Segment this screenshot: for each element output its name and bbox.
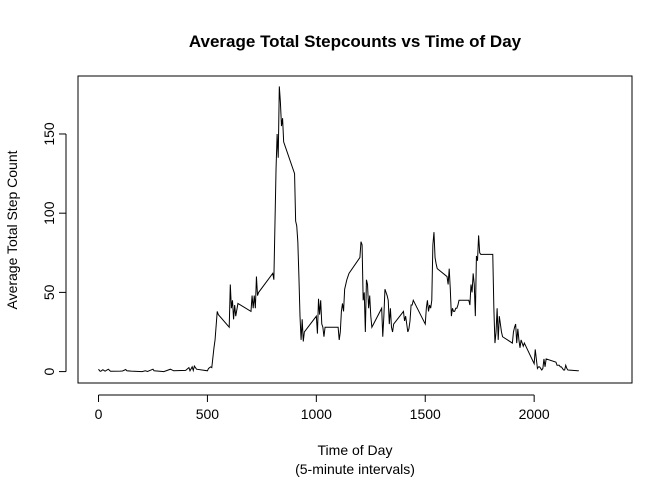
x-axis-label: (5-minute intervals) [295, 461, 415, 477]
chart-title: Average Total Stepcounts vs Time of Day [189, 32, 522, 51]
x-axis-label: Time of Day [318, 442, 393, 458]
plot-frame [77, 75, 633, 384]
x-tick-label: 0 [95, 406, 103, 422]
data-line [98, 86, 579, 373]
y-tick-label: 150 [41, 122, 57, 146]
x-tick-label: 1000 [301, 406, 332, 422]
x-tick-label: 500 [196, 406, 220, 422]
y-tick-label: 50 [41, 284, 57, 300]
y-tick-label: 0 [41, 367, 57, 375]
x-tick-label: 1500 [410, 406, 441, 422]
x-tick-label: 2000 [519, 406, 550, 422]
y-axis-label: Average Total Step Count [4, 150, 20, 309]
y-tick-label: 100 [41, 201, 57, 225]
